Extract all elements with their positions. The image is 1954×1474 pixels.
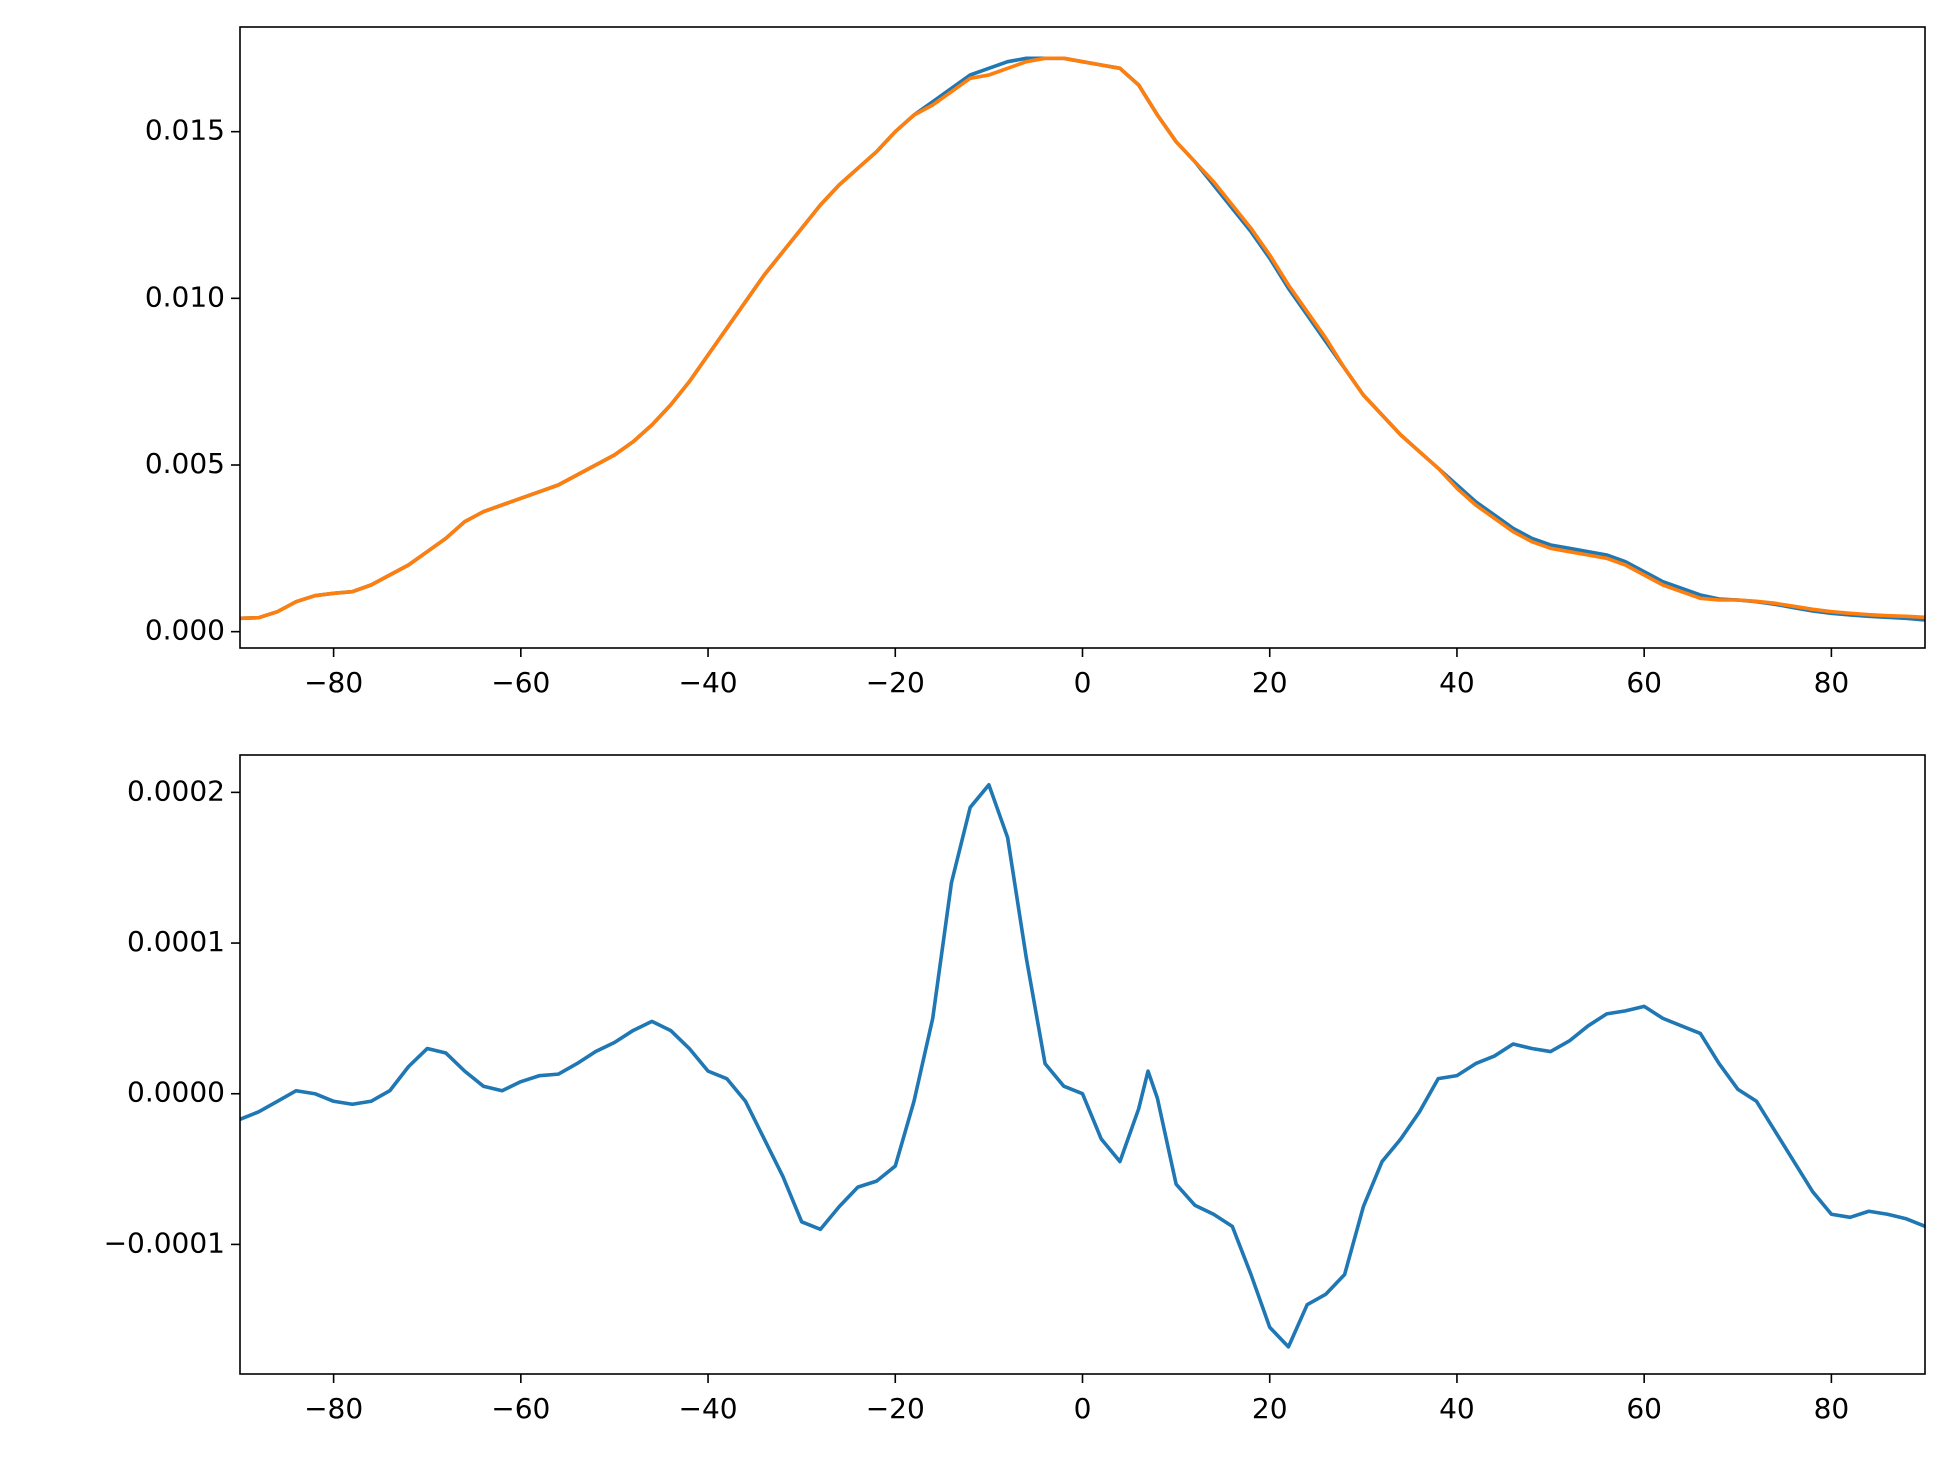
y-tick-label: 0.0000 bbox=[127, 1076, 225, 1109]
line-series bbox=[239, 56, 1926, 621]
x-tick-label: 20 bbox=[1252, 1392, 1288, 1425]
axes-frame bbox=[239, 754, 1926, 1375]
y-tick-label: 0.010 bbox=[145, 280, 225, 313]
x-tick-label: −20 bbox=[866, 1392, 925, 1425]
axes-frame bbox=[239, 26, 1926, 649]
x-tick-label: −60 bbox=[491, 666, 550, 699]
y-tick-label: −0.0001 bbox=[104, 1226, 225, 1259]
x-tick-label: 80 bbox=[1814, 1392, 1850, 1425]
x-tick-label: 40 bbox=[1439, 666, 1475, 699]
y-tick-label: 0.0001 bbox=[127, 925, 225, 958]
x-tick-label: 0 bbox=[1074, 666, 1092, 699]
x-tick-label: 60 bbox=[1626, 1392, 1662, 1425]
x-tick-label: 60 bbox=[1626, 666, 1662, 699]
x-tick-label: 40 bbox=[1439, 1392, 1475, 1425]
x-tick-label: −40 bbox=[679, 1392, 738, 1425]
x-tick-label: 0 bbox=[1074, 1392, 1092, 1425]
line-series bbox=[239, 783, 1926, 1349]
x-tick-label: −80 bbox=[304, 1392, 363, 1425]
x-tick-label: −20 bbox=[866, 666, 925, 699]
x-tick-label: −60 bbox=[491, 1392, 550, 1425]
y-tick-label: 0.015 bbox=[145, 114, 225, 147]
line-series bbox=[239, 56, 1926, 622]
y-tick-label: 0.0002 bbox=[127, 774, 225, 807]
x-tick-label: −80 bbox=[304, 666, 363, 699]
x-tick-label: 80 bbox=[1814, 666, 1850, 699]
y-tick-label: 0.000 bbox=[145, 614, 225, 647]
y-tick-label: 0.005 bbox=[145, 447, 225, 480]
x-tick-label: −40 bbox=[679, 666, 738, 699]
x-tick-label: 20 bbox=[1252, 666, 1288, 699]
